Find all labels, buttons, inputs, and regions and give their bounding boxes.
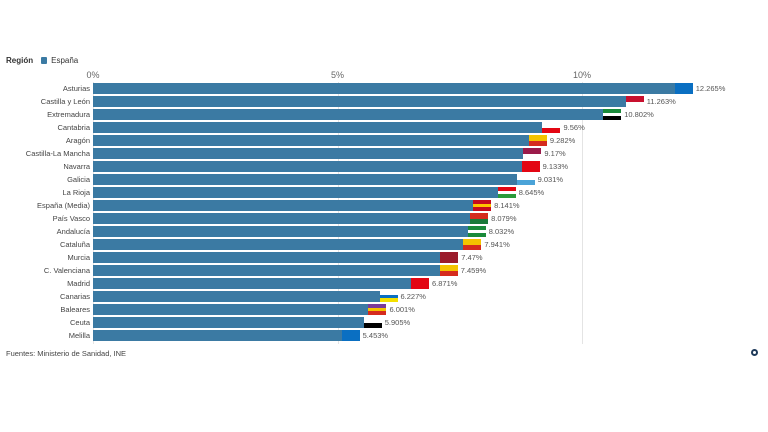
category-label: Asturias bbox=[62, 84, 90, 93]
bar[interactable] bbox=[93, 122, 561, 133]
region-flag-icon bbox=[603, 109, 622, 121]
category-label: Baleares bbox=[60, 305, 90, 314]
x-tick-label: 10% bbox=[572, 70, 592, 80]
region-flag-icon bbox=[368, 304, 387, 316]
data-label: 8.141% bbox=[494, 201, 520, 210]
data-label: 8.645% bbox=[518, 188, 545, 197]
legend-swatch[interactable] bbox=[41, 57, 48, 64]
category-label: Aragón bbox=[65, 136, 90, 145]
region-flag-icon bbox=[674, 83, 693, 94]
region-flag-icon bbox=[439, 265, 458, 276]
category-label: Murcia bbox=[67, 253, 90, 262]
region-flag-icon bbox=[440, 252, 459, 263]
bar[interactable] bbox=[93, 174, 535, 185]
region-flag-icon bbox=[473, 200, 492, 212]
x-tick-label: 0% bbox=[86, 70, 100, 80]
bar[interactable] bbox=[93, 109, 622, 120]
legend: Región España bbox=[6, 56, 78, 65]
region-flag-icon bbox=[379, 291, 398, 303]
bar-chart: 0% 5% 10% Asturias 12.265% Castilla y León 11.… bbox=[0, 68, 768, 348]
region-flag-icon bbox=[470, 213, 489, 224]
region-flag-icon bbox=[528, 135, 547, 146]
bar[interactable] bbox=[93, 96, 644, 107]
category-label: Cataluña bbox=[59, 240, 90, 249]
data-label: 9.133% bbox=[542, 162, 569, 171]
bar[interactable] bbox=[93, 187, 516, 198]
region-flag-icon bbox=[363, 317, 382, 328]
bar[interactable] bbox=[93, 317, 382, 328]
x-tick-label: 5% bbox=[330, 70, 345, 80]
region-flag-icon bbox=[467, 226, 486, 238]
region-flag-icon bbox=[410, 278, 429, 289]
data-label: 6.871% bbox=[431, 279, 458, 288]
bar[interactable] bbox=[93, 200, 492, 211]
data-label: 5.453% bbox=[362, 331, 389, 340]
bar[interactable] bbox=[93, 239, 482, 250]
bar[interactable] bbox=[93, 213, 489, 224]
data-label: 9.56% bbox=[563, 123, 585, 132]
category-label: Navarra bbox=[63, 162, 90, 171]
category-label: País Vasco bbox=[52, 214, 90, 223]
brand-logo-icon[interactable] bbox=[751, 349, 758, 356]
legend-item[interactable]: España bbox=[51, 56, 79, 65]
region-flag-icon bbox=[542, 122, 561, 133]
bar[interactable] bbox=[93, 291, 398, 302]
region-flag-icon bbox=[341, 330, 360, 341]
bar[interactable] bbox=[93, 304, 387, 315]
category-label: Galicia bbox=[67, 175, 90, 184]
category-label: Castilla y León bbox=[40, 97, 90, 106]
bar[interactable] bbox=[93, 161, 540, 172]
category-label: C. Valenciana bbox=[43, 266, 90, 275]
category-label: Madrid bbox=[67, 279, 90, 288]
gridline bbox=[582, 82, 583, 344]
data-label: 9.17% bbox=[544, 149, 566, 158]
legend-title: Región bbox=[6, 56, 34, 65]
bar[interactable] bbox=[93, 278, 429, 289]
source-note: Fuentes: Ministerio de Sanidad, INE bbox=[6, 349, 127, 358]
data-label: 7.459% bbox=[460, 266, 487, 275]
category-label: La Rioja bbox=[62, 188, 90, 197]
region-flag-icon bbox=[463, 239, 482, 250]
bar[interactable] bbox=[93, 148, 542, 159]
region-flag-icon bbox=[516, 174, 535, 185]
category-label: Canarias bbox=[59, 292, 90, 301]
region-flag-icon bbox=[521, 161, 540, 172]
data-label: 11.263% bbox=[646, 97, 676, 106]
category-label: Andalucía bbox=[56, 227, 90, 236]
bar[interactable] bbox=[93, 265, 458, 276]
data-label: 5.905% bbox=[384, 318, 411, 327]
data-label: 9.282% bbox=[549, 136, 576, 145]
data-label: 7.47% bbox=[461, 253, 483, 262]
bar[interactable] bbox=[93, 330, 360, 341]
data-label: 6.227% bbox=[400, 292, 426, 301]
data-label: 6.001% bbox=[389, 305, 415, 314]
region-flag-icon bbox=[523, 148, 542, 159]
category-label: Cantabria bbox=[57, 123, 90, 132]
category-label: España (Media) bbox=[37, 201, 90, 210]
data-label: 8.079% bbox=[491, 214, 517, 223]
region-flag-icon bbox=[497, 187, 516, 199]
category-label: Extremadura bbox=[47, 110, 90, 119]
bar[interactable] bbox=[93, 252, 459, 263]
bar[interactable] bbox=[93, 135, 547, 146]
data-label: 12.265% bbox=[695, 84, 726, 93]
bar[interactable] bbox=[93, 226, 486, 237]
data-label: 7.941% bbox=[484, 240, 510, 249]
category-label: Melilla bbox=[68, 331, 90, 340]
bar[interactable] bbox=[93, 83, 693, 94]
data-label: 9.031% bbox=[537, 175, 564, 184]
data-label: 8.032% bbox=[488, 227, 515, 236]
category-label: Castilla-La Mancha bbox=[25, 149, 90, 158]
data-label: 10.802% bbox=[624, 110, 654, 119]
region-flag-icon bbox=[625, 96, 644, 107]
category-label: Ceuta bbox=[69, 318, 90, 327]
